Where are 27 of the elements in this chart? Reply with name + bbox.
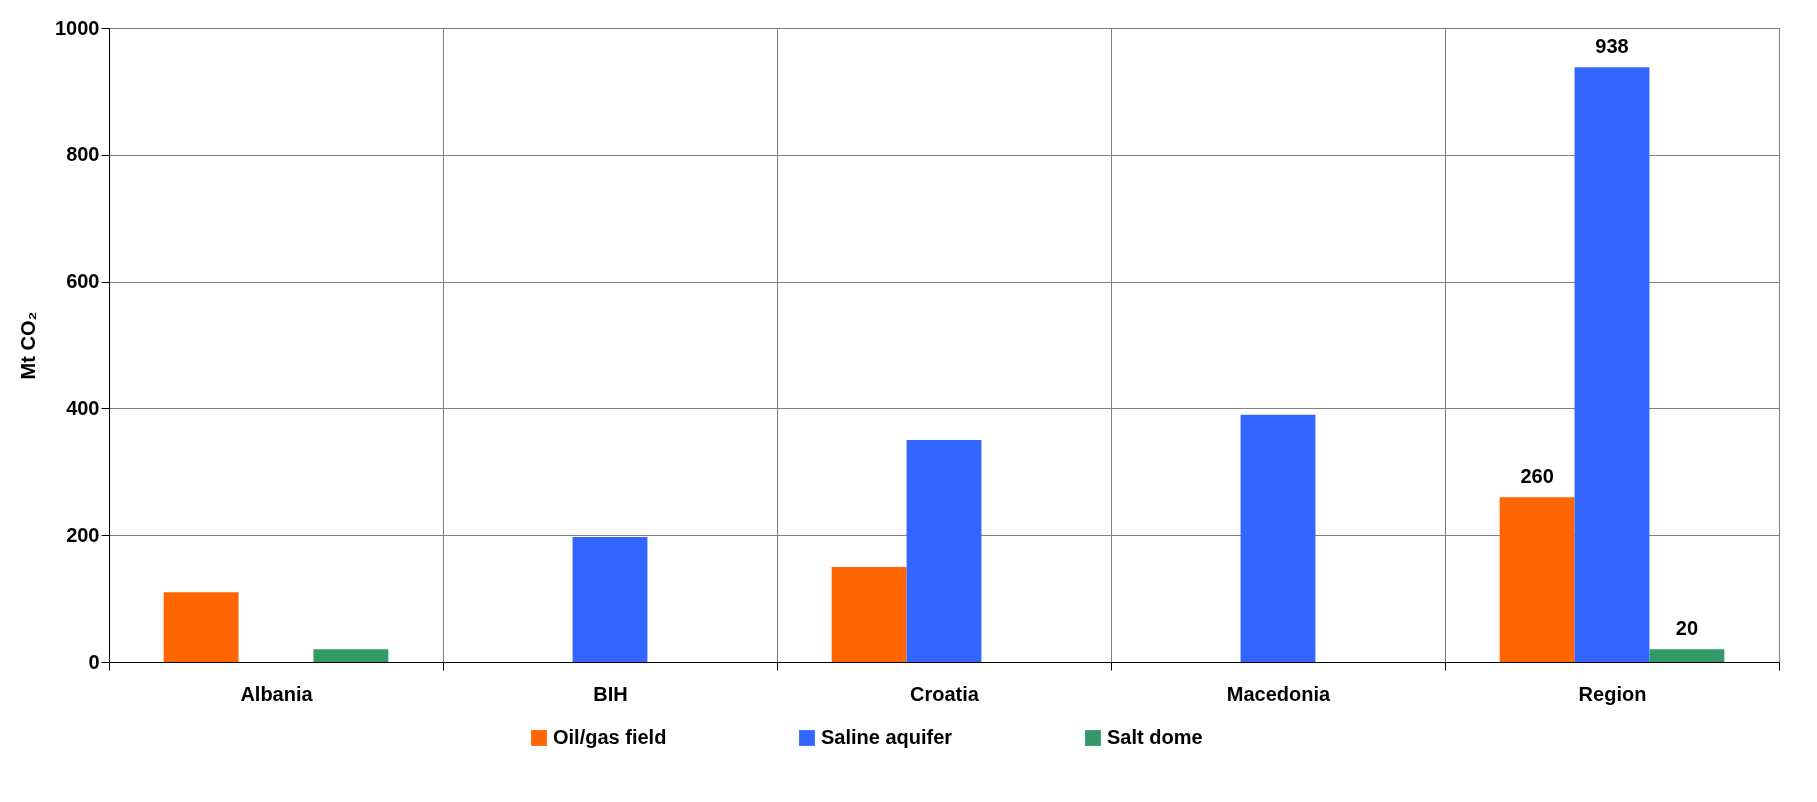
bar (831, 566, 907, 662)
x-tick-label: Albania (240, 682, 314, 705)
bar (1574, 67, 1650, 662)
y-tick-label: 600 (66, 270, 100, 293)
legend-label: Salt dome (1107, 726, 1203, 748)
y-tick-label: 1000 (55, 16, 100, 39)
bar (313, 649, 389, 662)
x-tick-label: Croatia (910, 682, 980, 705)
x-tick-label: Macedonia (1226, 682, 1332, 705)
bar (1499, 497, 1575, 662)
legend-label: Saline aquifer (821, 726, 953, 748)
y-tick-label: 400 (66, 396, 100, 419)
data-label: 260 (1520, 465, 1554, 488)
y-tick-label: 200 (66, 523, 100, 546)
legend-label: Oil/gas field (553, 726, 667, 748)
y-tick-label: 0 (88, 650, 100, 673)
x-tick-label: BIH (593, 682, 628, 705)
y-axis-title: Mt CO₂ (17, 311, 40, 380)
y-tick-label: 800 (66, 143, 100, 166)
bar (163, 592, 239, 662)
data-label: 20 (1675, 617, 1699, 640)
data-label: 938 (1595, 35, 1629, 58)
bar (572, 537, 648, 662)
bar (1649, 649, 1725, 662)
x-tick-label: Region (1578, 682, 1647, 705)
bar (1240, 414, 1316, 662)
bar (906, 440, 982, 662)
